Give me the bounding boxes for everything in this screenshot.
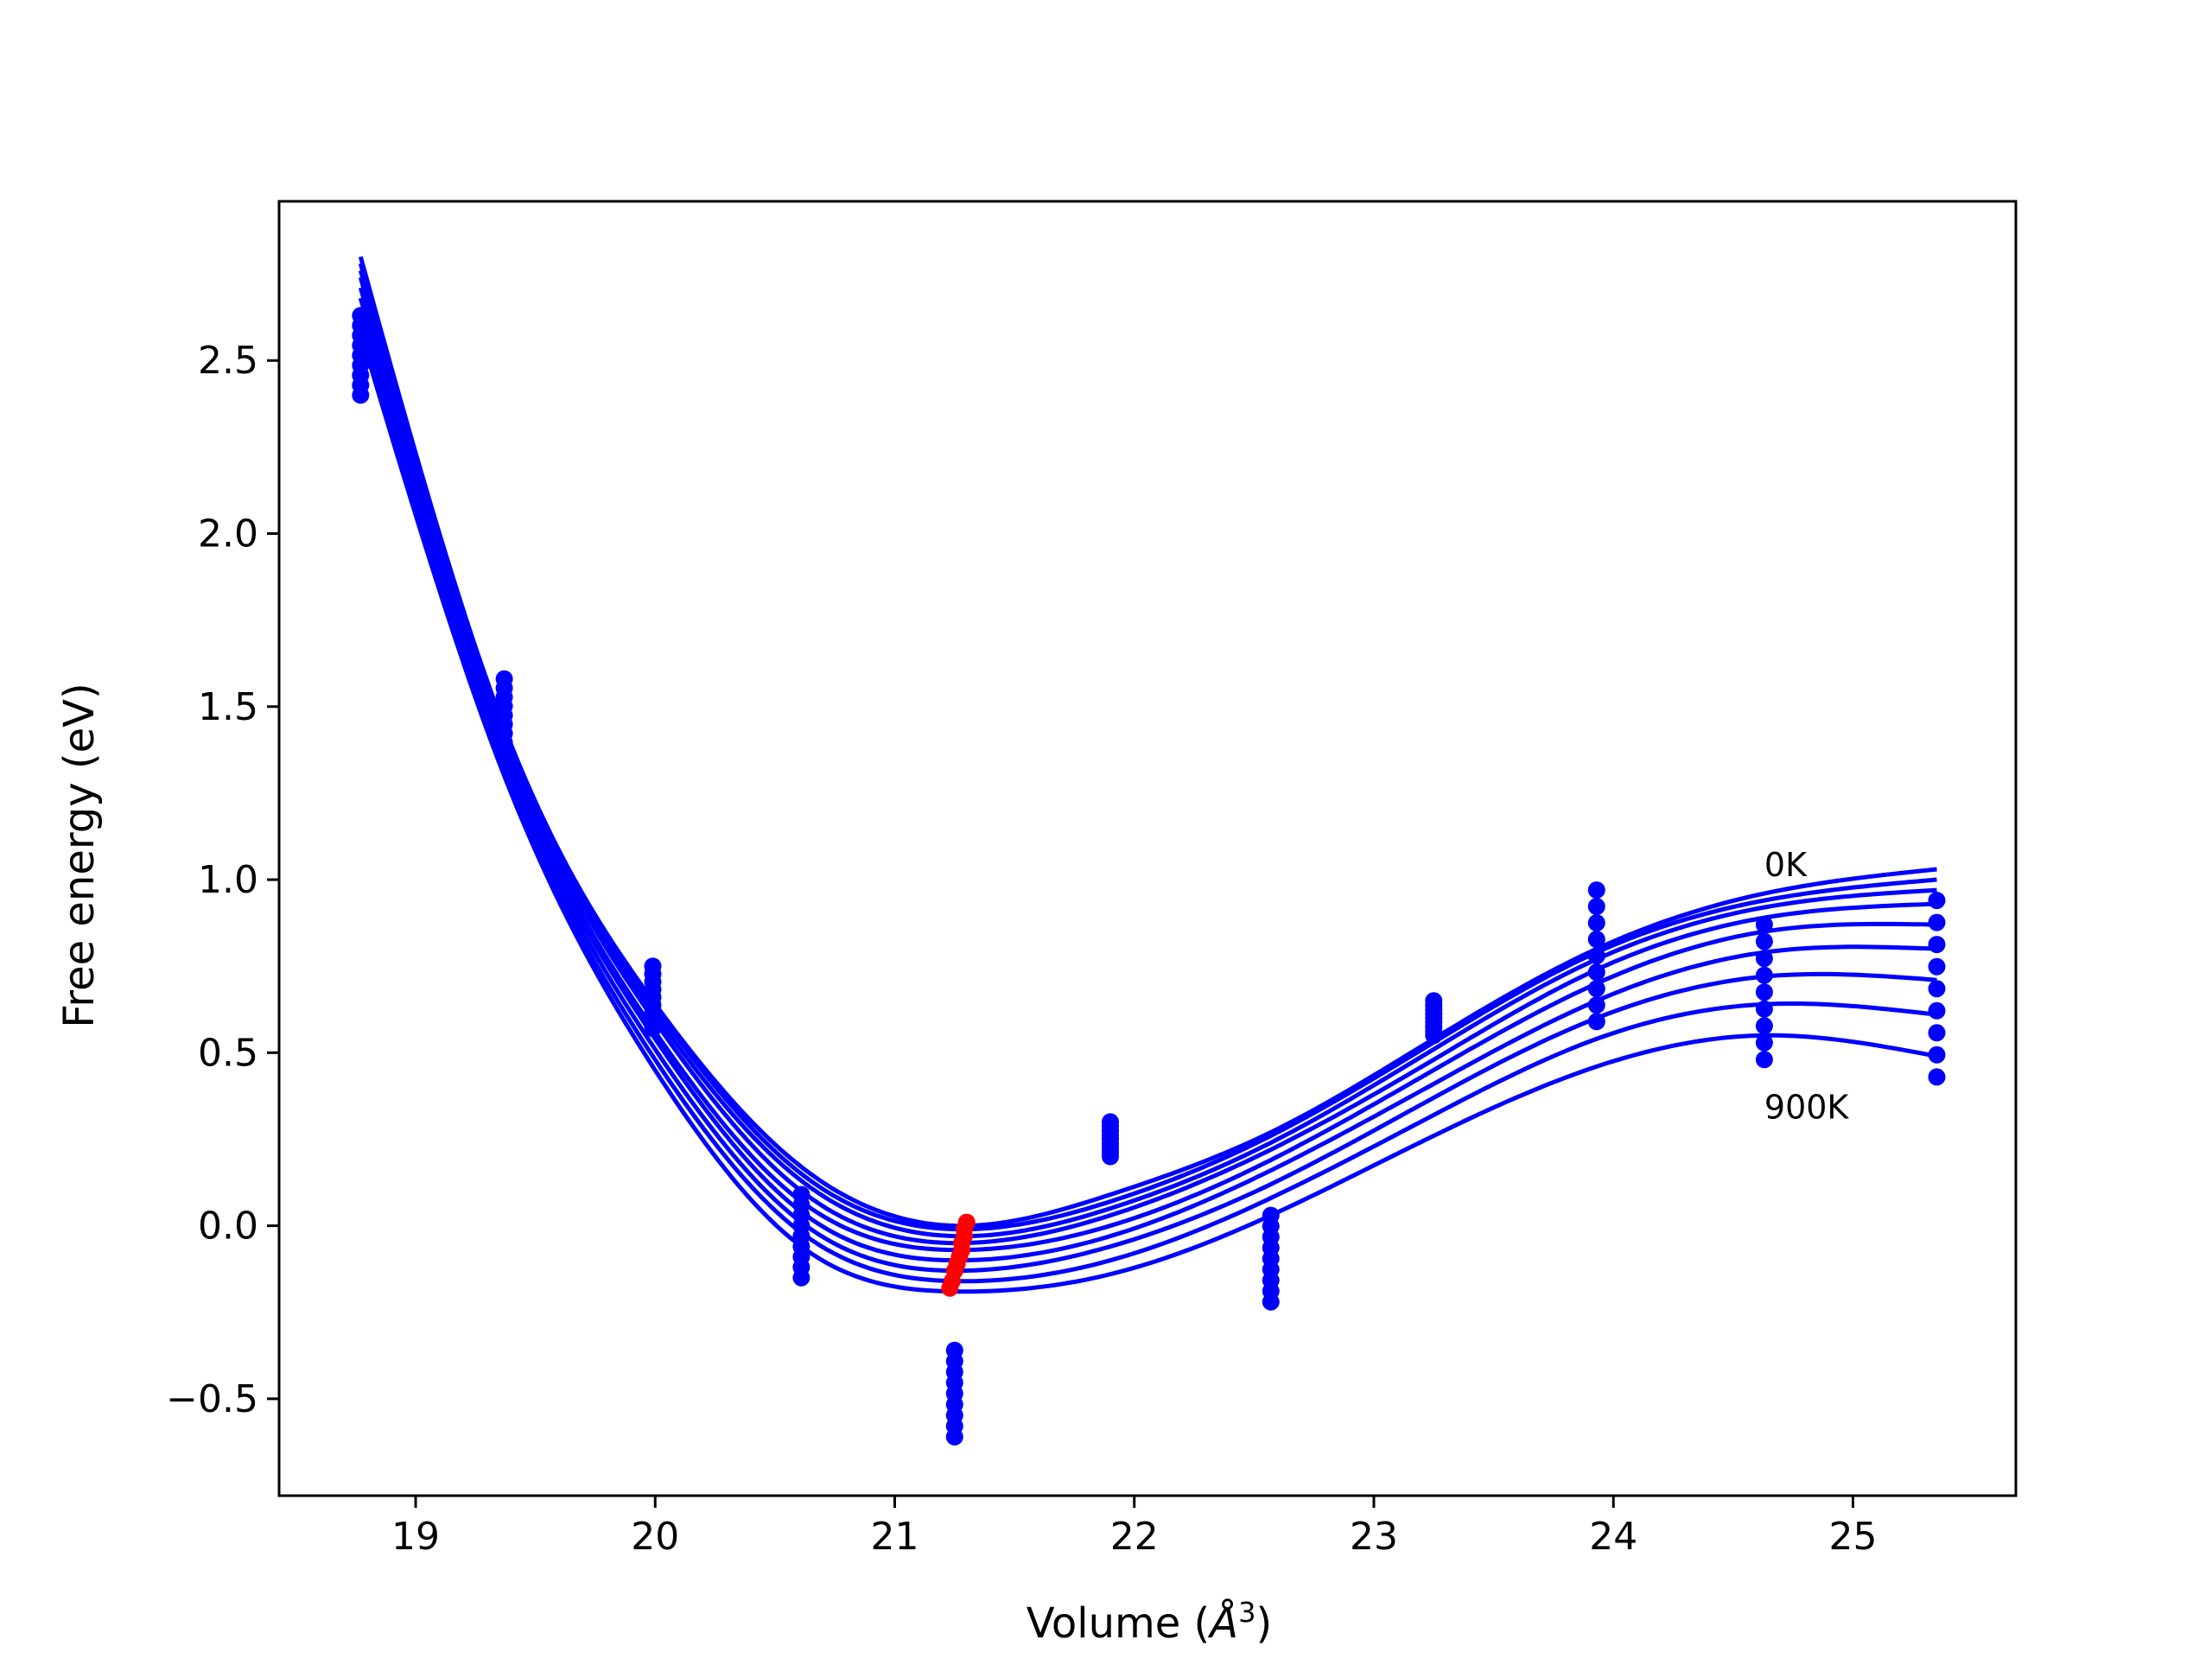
data-point <box>1587 947 1605 965</box>
data-point <box>1755 983 1773 1001</box>
curve-8 <box>358 332 1937 1294</box>
minimum-point <box>957 1213 976 1231</box>
data-point <box>1928 957 1946 976</box>
x-axis-title: Volume (Å3) <box>1027 1596 1272 1648</box>
x-tick-label: 22 <box>1110 1515 1159 1559</box>
data-point <box>1928 936 1946 954</box>
x-tick-label: 23 <box>1350 1515 1398 1559</box>
minimum-points <box>941 1213 976 1297</box>
x-tick-label: 19 <box>391 1515 440 1559</box>
data-point <box>1755 916 1773 934</box>
curve-7 <box>358 318 1937 1284</box>
data-point <box>1587 980 1605 998</box>
y-tick-label: 1.5 <box>198 685 258 729</box>
data-point <box>1587 898 1605 916</box>
data-point <box>1755 966 1773 984</box>
y-axis-title: Free energy (eV) <box>55 683 104 1027</box>
data-point <box>1755 1000 1773 1018</box>
curve-3 <box>358 276 1937 1246</box>
curve-6 <box>358 308 1937 1274</box>
plot-area <box>279 201 2016 1496</box>
data-point <box>945 1341 963 1359</box>
data-point <box>1928 913 1946 931</box>
data-point <box>1755 1033 1773 1052</box>
data-point <box>1587 881 1605 899</box>
y-tick-label: 2.0 <box>198 512 258 556</box>
y-tick-label: 1.0 <box>198 858 258 902</box>
curve-5 <box>358 297 1937 1263</box>
annotations: 0K 900K <box>1764 846 1850 1126</box>
data-point <box>1755 1051 1773 1069</box>
curve-4 <box>358 287 1937 1253</box>
data-point <box>1928 892 1946 910</box>
y-tick-label: 0.5 <box>198 1031 258 1075</box>
annotation-label: 0K <box>1764 846 1808 884</box>
x-tick-label: 20 <box>631 1515 679 1559</box>
axes-background <box>279 201 2016 1496</box>
y-tick-label: 0.0 <box>198 1205 258 1249</box>
data-point <box>1755 932 1773 950</box>
x-axis-ticks: 19 20 21 22 23 24 25 <box>391 1496 1877 1559</box>
x-tick-label: 24 <box>1589 1515 1637 1559</box>
data-point <box>1587 996 1605 1014</box>
x-tick-label: 21 <box>871 1515 919 1559</box>
x-tick-label: 25 <box>1828 1515 1877 1559</box>
data-point <box>1262 1206 1280 1224</box>
y-tick-label: −0.5 <box>166 1377 258 1421</box>
data-point <box>1928 1024 1946 1042</box>
axes-border <box>277 200 2018 1497</box>
data-point <box>1928 980 1946 998</box>
data-point <box>1755 950 1773 968</box>
curve-1 <box>358 263 1937 1232</box>
data-points <box>352 307 1946 1446</box>
data-point <box>352 307 370 325</box>
data-point <box>1102 1113 1119 1131</box>
annotation-label: 900K <box>1764 1088 1850 1126</box>
data-point <box>1587 1013 1605 1031</box>
data-point <box>1928 1068 1946 1086</box>
data-point <box>792 1185 810 1204</box>
y-axis-ticks: −0.5 0.0 0.5 1.0 1.5 2.0 2.5 <box>166 339 279 1421</box>
data-point <box>1587 931 1605 949</box>
data-point <box>1928 1046 1946 1064</box>
data-point <box>1425 992 1443 1010</box>
data-point <box>644 957 662 976</box>
data-point <box>495 670 513 688</box>
y-tick-label: 2.5 <box>198 339 258 383</box>
data-point <box>1928 1001 1946 1020</box>
data-point <box>1587 963 1605 982</box>
data-point <box>1755 1017 1773 1035</box>
data-point <box>1587 914 1605 932</box>
axes-frame <box>277 200 2018 1497</box>
curve-2 <box>358 270 1937 1239</box>
free-energy-curves <box>358 256 1937 1294</box>
